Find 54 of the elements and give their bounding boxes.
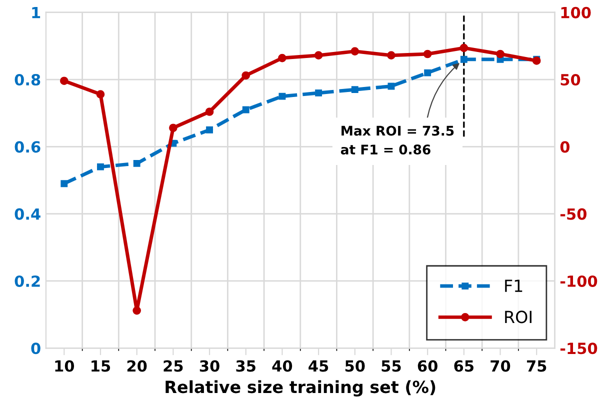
y-tick-label: 0.2 <box>14 275 40 288</box>
y-tick-label: 0.6 <box>14 141 40 153</box>
x-tick-label: 45 <box>308 360 328 372</box>
y2-tick-label: 100 <box>561 6 591 18</box>
y-tick-label: 0.8 <box>14 74 40 86</box>
legend-label: ROI <box>505 310 532 324</box>
point <box>97 163 104 170</box>
x-tick-label: 55 <box>382 360 401 372</box>
point <box>242 71 250 80</box>
point <box>351 86 358 94</box>
point <box>314 51 323 60</box>
y2-tick-label: 0 <box>560 141 570 153</box>
point <box>132 306 141 315</box>
point <box>424 69 432 76</box>
x-axis-title: Relative size training set (%) <box>166 380 436 397</box>
point <box>60 76 68 86</box>
x-tick-label: 10 <box>55 360 74 372</box>
point <box>423 50 432 58</box>
point <box>278 92 286 100</box>
legend-label: F1 <box>505 280 522 292</box>
x-tick-label: 65 <box>454 360 474 372</box>
y-tick-label: 0 <box>31 342 40 354</box>
point <box>60 180 68 188</box>
annotation: Max ROI = 73.5 at F1 = 0.86 <box>340 126 454 155</box>
y2-tick-label: -150 <box>560 342 598 354</box>
x-tick-label: 40 <box>272 360 292 372</box>
x-tick-label: 15 <box>92 360 110 372</box>
point <box>96 90 105 98</box>
point <box>496 50 504 58</box>
y2-tick-label: 50 <box>560 74 580 86</box>
point <box>460 44 468 52</box>
point <box>388 82 395 90</box>
y2-tick-label: -100 <box>560 275 598 288</box>
x-tick-label: 30 <box>200 360 220 372</box>
point <box>205 108 214 116</box>
x-tick-label: 25 <box>164 360 183 372</box>
x-tick-label: 75 <box>526 360 546 372</box>
point <box>242 106 250 114</box>
x-tick-label: 35 <box>236 360 256 372</box>
x-tick-label: 50 <box>345 360 365 372</box>
point <box>387 51 396 60</box>
point <box>206 126 213 134</box>
x-tick-label: 60 <box>418 360 438 372</box>
point <box>315 89 322 96</box>
x-tick-label: 70 <box>490 360 510 372</box>
y2-tick-label: -50 <box>560 208 586 220</box>
point <box>350 47 360 56</box>
y-tick-label: 1 <box>32 7 40 18</box>
y-tick-label: 0.4 <box>14 208 40 220</box>
point <box>133 160 140 167</box>
x-tick-label: 20 <box>127 360 147 372</box>
point <box>278 54 286 62</box>
point <box>460 56 468 63</box>
point <box>169 124 178 132</box>
